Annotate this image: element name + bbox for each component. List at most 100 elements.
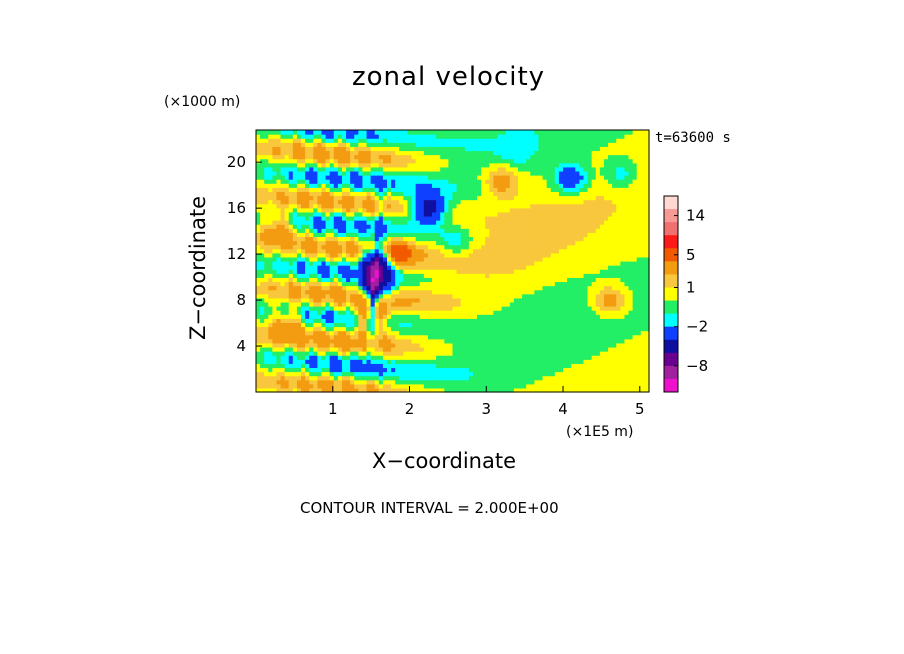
field-cell [305,314,310,319]
field-cell [395,310,400,315]
field-cell [452,265,458,270]
field-cell [374,273,380,278]
field-cell [346,191,351,197]
field-cell [407,371,413,377]
field-cell [329,281,335,287]
field-cell [571,338,576,344]
field-cell [509,318,515,323]
field-cell [313,175,318,180]
field-cell [296,359,302,364]
field-cell [444,211,449,217]
field-cell [296,310,302,315]
field-cell [313,269,318,274]
field-cell [567,199,572,205]
field-cell [272,166,278,172]
field-cell [309,175,314,180]
field-cell [477,269,482,274]
field-cell [362,285,368,291]
field-cell [485,134,490,139]
field-cell [411,318,417,323]
field-cell [436,256,441,262]
field-cell [558,363,564,369]
field-cell [325,215,331,221]
field-cell [501,314,507,319]
field-cell [509,191,515,197]
field-cell [321,326,327,332]
field-cell [419,158,425,164]
field-cell [325,289,331,295]
field-cell [460,338,466,344]
field-cell [321,191,327,197]
field-cell [423,158,429,164]
field-cell [374,199,380,205]
field-cell [378,314,384,319]
field-cell [534,130,540,135]
field-cell [329,330,335,336]
field-cell [358,211,364,217]
field-cell [452,187,458,192]
field-cell [518,207,523,213]
field-cell [391,281,396,287]
field-cell [563,285,568,291]
field-cell [321,207,327,213]
field-cell [456,256,462,262]
field-cell [292,273,298,278]
field-cell [346,265,351,270]
field-cell [468,289,474,295]
field-cell [452,232,458,238]
field-cell [374,130,380,135]
field-cell [558,289,564,295]
field-cell [337,371,343,377]
field-cell [518,383,523,389]
field-cell [370,240,376,246]
field-cell [538,297,544,303]
field-cell [464,318,470,323]
field-cell [493,138,499,143]
field-cell [264,252,269,258]
field-cell [309,346,314,352]
field-cell [567,179,572,184]
field-cell [341,211,347,217]
field-cell [509,203,515,209]
field-cell [407,346,413,352]
field-cell [276,281,282,287]
field-cell [497,318,503,323]
field-cell [497,273,503,278]
field-cell [309,285,314,291]
field-cell [260,207,265,213]
field-cell [325,175,331,180]
field-cell [538,383,544,389]
field-cell [415,232,421,238]
field-cell [444,220,449,225]
field-cell [378,162,384,168]
field-cell [481,269,486,274]
field-cell [423,142,429,147]
field-cell [382,166,388,172]
field-cell [432,285,437,291]
field-cell [554,199,560,205]
field-cell [391,387,396,393]
field-cell [366,318,372,323]
field-cell [288,130,294,135]
field-cell [489,326,495,332]
field-cell [489,383,495,389]
field-cell [534,183,540,188]
field-cell [530,150,535,156]
field-cell [481,256,486,262]
field-cell [423,293,429,299]
field-cell [472,211,478,217]
field-cell [264,199,269,205]
field-cell [260,281,265,287]
field-cell [329,207,335,213]
field-cell [280,142,286,147]
field-cell [497,256,503,262]
field-cell [391,240,396,246]
field-cell [399,236,404,242]
field-cell [505,191,511,197]
field-cell [325,203,331,209]
field-cell [313,281,318,287]
field-cell [317,224,323,229]
field-cell [542,297,548,303]
field-cell [411,248,417,254]
field-cell [272,375,278,381]
